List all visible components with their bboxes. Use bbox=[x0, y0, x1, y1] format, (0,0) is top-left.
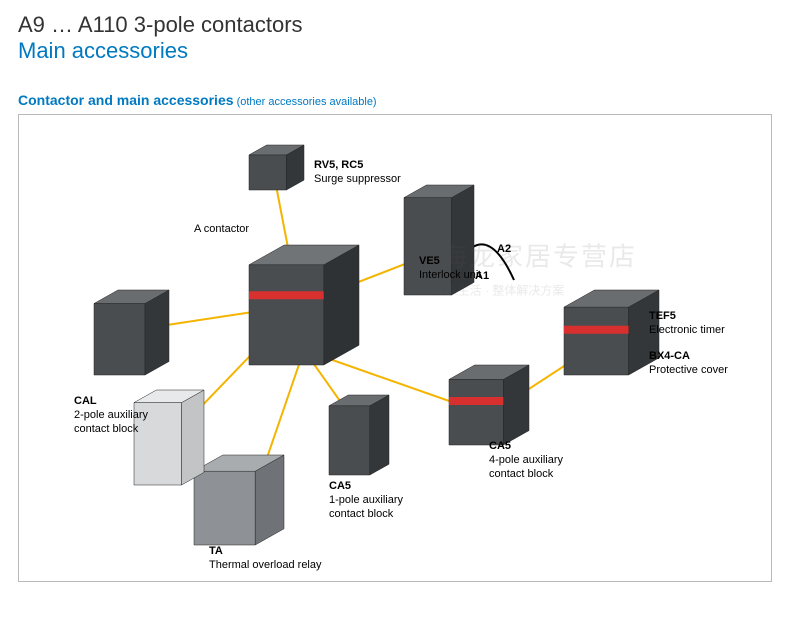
component-label: TEF5Electronic timer bbox=[649, 310, 725, 338]
watermark-subtext: 居家生活 · 整体解决方案 bbox=[434, 282, 565, 299]
component-label: RV5, RC5Surge suppressor bbox=[314, 159, 401, 187]
page-title-line2: Main accessories bbox=[18, 38, 772, 64]
exploded-diagram: 海龙家居专营店 居家生活 · 整体解决方案 RV5, RC5Surge supp… bbox=[18, 114, 772, 582]
component-label: VE5Interlock unit bbox=[419, 255, 481, 283]
component-label: TAThermal overload relay bbox=[209, 545, 322, 573]
component-label: A1 bbox=[475, 270, 489, 284]
section-title: Contactor and main accessories bbox=[18, 92, 234, 108]
component-label: BX4-CAProtective cover bbox=[649, 350, 728, 378]
component-label: CA54-pole auxiliary contact block bbox=[489, 440, 563, 481]
component-label: CAL2-pole auxiliary contact block bbox=[74, 395, 148, 436]
section-note: (other accessories available) bbox=[234, 96, 377, 108]
section-heading: Contactor and main accessories (other ac… bbox=[0, 68, 790, 114]
page-title-line1: A9 … A110 3-pole contactors bbox=[18, 12, 772, 38]
component-label: A2 bbox=[497, 243, 511, 257]
component-label: A contactor bbox=[194, 223, 249, 237]
component-label: CA51-pole auxiliary contact block bbox=[329, 480, 403, 521]
